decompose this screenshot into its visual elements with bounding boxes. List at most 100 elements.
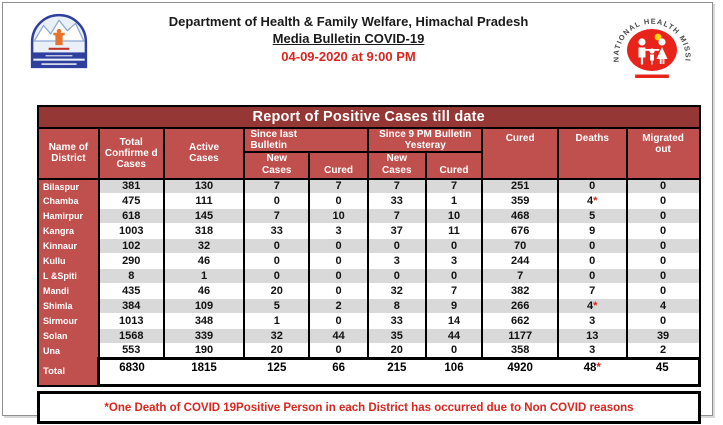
value-cell: 290 bbox=[97, 253, 165, 269]
value-cell: 0 bbox=[625, 283, 701, 299]
district-name: Chamba bbox=[37, 193, 100, 209]
district-name: Solan bbox=[37, 328, 100, 344]
district-name: Mandi bbox=[37, 283, 100, 299]
col-header-cured: Cured bbox=[481, 127, 559, 180]
total-value-cell: 45 bbox=[626, 357, 701, 388]
value-cell: 39 bbox=[625, 328, 701, 344]
col-header-since-9pm-bulletin: Since 9 PM Bulletin Yesteray bbox=[367, 126, 484, 154]
total-value-cell: 48* bbox=[557, 357, 627, 388]
value-cell: 618 bbox=[97, 208, 165, 224]
district-name: Kinnaur bbox=[37, 238, 100, 254]
col-header-district: Name of District bbox=[37, 127, 100, 180]
value-cell: 0 bbox=[556, 178, 628, 194]
value-cell: 32 bbox=[162, 238, 246, 254]
bulletin-title: Media Bulletin COVID-19 bbox=[272, 30, 425, 46]
value-cell: 5 bbox=[556, 208, 628, 224]
emblem-bottom-bands bbox=[32, 52, 86, 67]
value-cell: 37 bbox=[367, 223, 427, 239]
district-row: Mandi 435 46 20 0 32 7 382 7 0 bbox=[37, 283, 701, 299]
value-cell: 1 bbox=[162, 268, 246, 284]
sun-icon bbox=[654, 33, 662, 41]
value-cell: 145 bbox=[162, 208, 246, 224]
report-title: Report of Positive Cases till date bbox=[37, 105, 701, 129]
value-cell: 0 bbox=[308, 193, 370, 209]
value-cell: 0 bbox=[308, 343, 370, 359]
value-cell: 0 bbox=[308, 283, 370, 299]
value-cell: 10 bbox=[424, 208, 484, 224]
footnote-box: *One Death of COVID 19Positive Person in… bbox=[37, 391, 701, 425]
department-title: Department of Health & Family Welfare, H… bbox=[168, 14, 529, 29]
bulletin-page: Department of Health & Family Welfare, H… bbox=[2, 2, 713, 425]
value-cell: 0 bbox=[243, 238, 311, 254]
value-cell: 0 bbox=[625, 268, 701, 284]
district-row: Kullu 290 46 0 0 3 3 244 0 0 bbox=[37, 253, 701, 269]
value-cell: 1003 bbox=[97, 223, 165, 239]
value-cell: 20 bbox=[243, 283, 311, 299]
value-cell: 1177 bbox=[481, 328, 559, 344]
value-cell: 8 bbox=[367, 298, 427, 314]
district-row: Bilaspur 381 130 7 7 7 7 251 0 0 bbox=[37, 178, 701, 194]
value-cell: 111 bbox=[162, 193, 246, 209]
nhm-hindi-tagline bbox=[635, 74, 669, 78]
district-name: Sirmour bbox=[37, 313, 100, 329]
value-cell: 44 bbox=[424, 328, 484, 344]
value-cell: 475 bbox=[97, 193, 165, 209]
sub-header-cured-9pm: Cured bbox=[424, 151, 484, 180]
district-name: L &Spiti bbox=[37, 268, 100, 284]
value-cell: 0 bbox=[243, 268, 311, 284]
total-value-cell: 1815 bbox=[163, 357, 245, 388]
value-cell: 7 bbox=[481, 268, 559, 284]
district-row: Una 553 190 20 0 20 0 358 3 2 bbox=[37, 343, 701, 359]
district-name: Shimla bbox=[37, 298, 100, 314]
value-cell: 130 bbox=[162, 178, 246, 194]
value-cell: 339 bbox=[162, 328, 246, 344]
value-cell: 244 bbox=[481, 253, 559, 269]
value-cell: 0 bbox=[625, 178, 701, 194]
value-cell: 4* bbox=[556, 193, 628, 209]
value-cell: 7 bbox=[367, 208, 427, 224]
value-cell: 33 bbox=[367, 193, 427, 209]
value-cell: 0 bbox=[308, 253, 370, 269]
district-name: Bilaspur bbox=[37, 178, 100, 194]
value-cell: 662 bbox=[481, 313, 559, 329]
value-cell: 3 bbox=[367, 253, 427, 269]
page-header: Department of Health & Family Welfare, H… bbox=[3, 3, 712, 97]
value-cell: 3 bbox=[308, 223, 370, 239]
total-value-cell: 4920 bbox=[482, 357, 558, 388]
district-name: Kangra bbox=[37, 223, 100, 239]
col-header-migrated-out: Migrated out bbox=[625, 127, 701, 180]
value-cell: 3 bbox=[424, 253, 484, 269]
value-cell: 7 bbox=[556, 283, 628, 299]
value-cell: 0 bbox=[625, 238, 701, 254]
district-row: Sirmour 1013 348 1 0 33 14 662 3 0 bbox=[37, 313, 701, 329]
value-cell: 7 bbox=[243, 178, 311, 194]
value-cell: 0 bbox=[625, 193, 701, 209]
value-cell: 266 bbox=[481, 298, 559, 314]
emblem-motto-text bbox=[48, 47, 70, 50]
value-cell: 7 bbox=[424, 178, 484, 194]
value-cell: 33 bbox=[243, 223, 311, 239]
footnote-text: *One Death of COVID 19Positive Person in… bbox=[104, 401, 634, 414]
value-cell: 20 bbox=[243, 343, 311, 359]
ashoka-pillar-icon bbox=[53, 28, 65, 46]
total-value-cell: 6830 bbox=[97, 357, 164, 388]
non-covid-death-asterisk: * bbox=[596, 362, 601, 375]
value-cell: 7 bbox=[367, 178, 427, 194]
value-cell: 0 bbox=[243, 193, 311, 209]
district-row: Solan 1568 339 32 44 35 44 1177 13 39 bbox=[37, 328, 701, 344]
header-text-block: Department of Health & Family Welfare, H… bbox=[89, 9, 608, 64]
district-row: L &Spiti 8 1 0 0 0 0 7 0 0 bbox=[37, 268, 701, 284]
value-cell: 381 bbox=[97, 178, 165, 194]
value-cell: 7 bbox=[424, 283, 484, 299]
value-cell: 382 bbox=[481, 283, 559, 299]
value-cell: 0 bbox=[625, 253, 701, 269]
value-cell: 3 bbox=[556, 343, 628, 359]
value-cell: 14 bbox=[424, 313, 484, 329]
district-name: Una bbox=[37, 343, 100, 359]
value-cell: 46 bbox=[162, 283, 246, 299]
value-cell: 44 bbox=[308, 328, 370, 344]
value-cell: 0 bbox=[367, 268, 427, 284]
value-cell: 468 bbox=[481, 208, 559, 224]
value-cell: 5 bbox=[243, 298, 311, 314]
value-cell: 2 bbox=[625, 343, 701, 359]
